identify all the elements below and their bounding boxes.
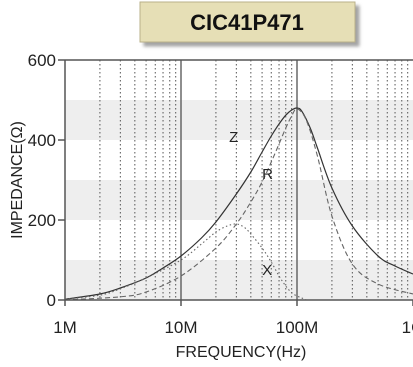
series-lines	[65, 107, 413, 300]
chart-title: CIC41P471	[190, 10, 304, 35]
y-tick-label: 600	[28, 51, 56, 70]
plot-area	[64, 59, 413, 301]
y-tick-label: 400	[28, 131, 56, 150]
x-tick-label: 100M	[276, 318, 319, 337]
x-tick-label: 1G	[402, 318, 413, 337]
axis-ticks: 0 200 400 600 1M 10M 100M 1G	[28, 51, 413, 337]
curve-labels: Z R X	[229, 129, 273, 279]
y-axis-title: IMPEDANCE(Ω)	[9, 121, 26, 239]
plot-band-100-0	[65, 260, 413, 300]
plot-band-500-400	[65, 100, 413, 140]
curve-label-z: Z	[229, 129, 238, 146]
chart-title-box: CIC41P471	[139, 1, 356, 43]
series-line-z	[65, 107, 413, 300]
x-tick-label: 10M	[164, 318, 197, 337]
y-tick-label: 0	[47, 291, 56, 310]
y-tick-label: 200	[28, 211, 56, 230]
grid-lines	[99, 60, 409, 300]
curve-label-r: R	[262, 166, 273, 183]
series-line-r	[65, 108, 413, 300]
plot-band-300-200	[65, 180, 413, 220]
x-tick-label: 1M	[53, 318, 77, 337]
curve-label-x: X	[262, 262, 272, 279]
x-axis-title: FREQUENCY(Hz)	[176, 344, 307, 361]
title-background	[139, 1, 356, 43]
series-line-x	[65, 223, 307, 300]
